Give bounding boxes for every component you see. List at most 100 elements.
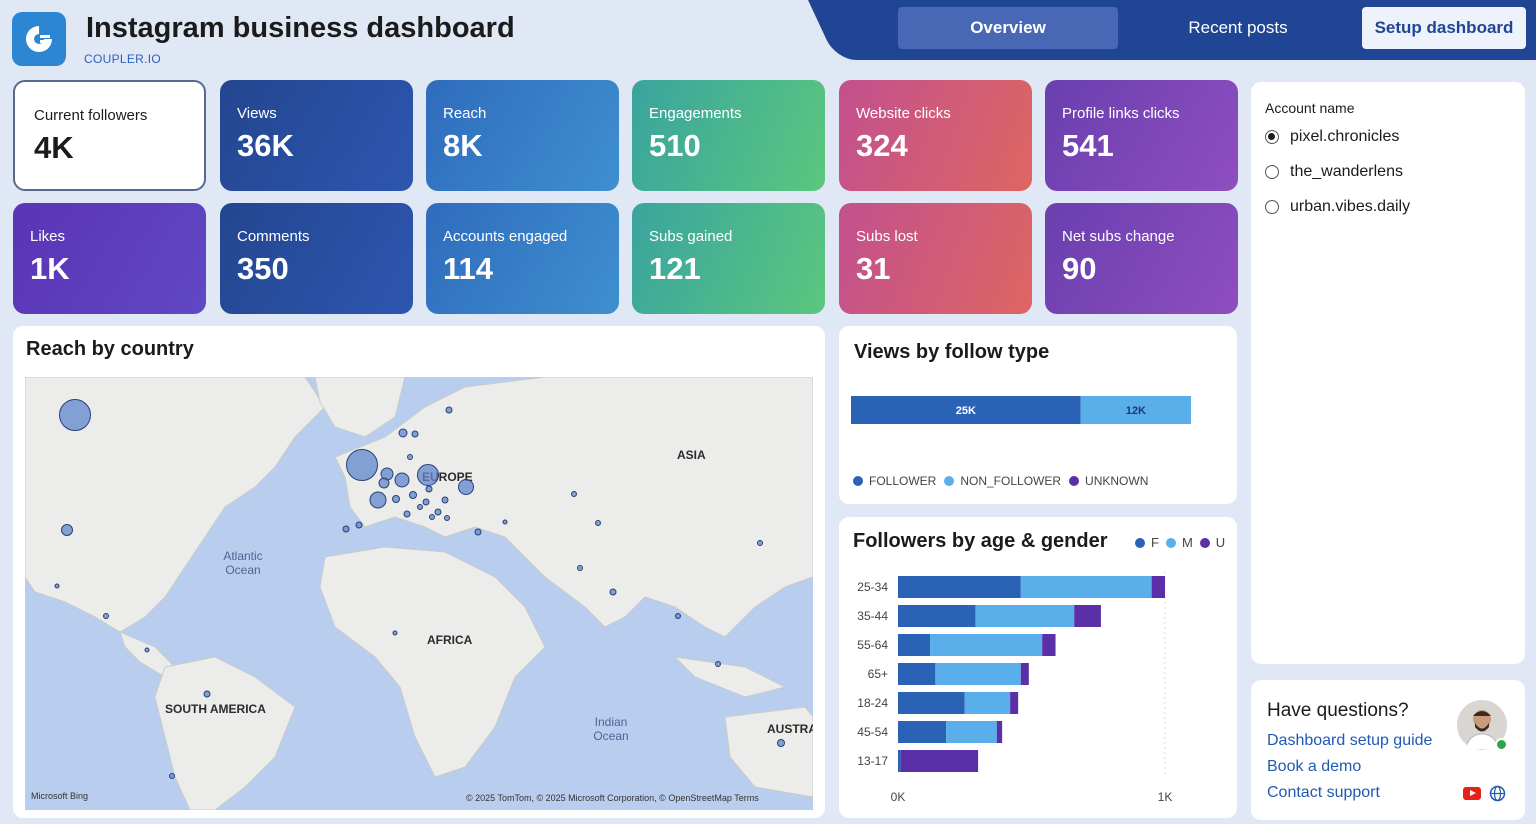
book-demo-link[interactable]: Book a demo	[1267, 758, 1362, 775]
contact-support-link[interactable]: Contact support	[1267, 784, 1380, 801]
bar-u-18-24[interactable]	[1010, 692, 1019, 714]
map-bubble[interactable]	[571, 491, 577, 497]
legend-u: U	[1215, 535, 1226, 550]
bar-f-25-34[interactable]	[898, 576, 1021, 598]
bar-f-55-64[interactable]	[898, 634, 931, 656]
account-option-pixel-chronicles[interactable]: pixel.chronicles	[1265, 128, 1399, 146]
bar-m-55-64[interactable]	[930, 634, 1043, 656]
map-bubble[interactable]	[675, 613, 681, 619]
map-bubble[interactable]	[609, 588, 617, 596]
radio-selected[interactable]	[1265, 130, 1279, 144]
bar-f-65+[interactable]	[898, 663, 936, 685]
globe-icon[interactable]	[1489, 785, 1506, 802]
map-bubble[interactable]	[144, 647, 150, 653]
legend-dot	[1165, 537, 1176, 548]
kpi-value: 8K	[443, 128, 483, 163]
map-bubble[interactable]	[203, 690, 211, 698]
map-bubble[interactable]	[445, 406, 453, 414]
map-bubble[interactable]	[355, 521, 363, 529]
kpi-comments: Comments 350	[220, 203, 413, 314]
legend-f: F	[1151, 535, 1159, 550]
bar-f-35-44[interactable]	[898, 605, 976, 627]
kpi-label: Likes	[30, 228, 66, 245]
bing-brand: Microsoft Bing	[31, 791, 89, 801]
map-bubble[interactable]	[777, 739, 785, 747]
map-bubble[interactable]	[59, 399, 91, 431]
follow-type-chart[interactable]: 25K 12K	[851, 394, 1211, 434]
account-option-the-wanderlens[interactable]: the_wanderlens	[1265, 163, 1403, 181]
map-bubble[interactable]	[346, 449, 378, 481]
map-bubble[interactable]	[409, 491, 417, 499]
map-bubble[interactable]	[342, 525, 350, 533]
map-bubble[interactable]	[369, 491, 387, 509]
map-bubble[interactable]	[429, 514, 435, 520]
tab-recent-posts[interactable]: Recent posts	[1188, 18, 1288, 37]
dashboard-setup-guide-link[interactable]: Dashboard setup guide	[1267, 732, 1433, 749]
bar-m-35-44[interactable]	[975, 605, 1075, 627]
map-bubble[interactable]	[577, 565, 583, 571]
coupler-logo	[12, 12, 66, 66]
world-map[interactable]: ASIA EUROPE AFRICA SOUTH AMERICA AUSTRA …	[25, 377, 813, 810]
radio[interactable]	[1265, 200, 1279, 214]
bar-u-65+[interactable]	[1020, 663, 1029, 685]
tab-overview[interactable]: Overview	[898, 7, 1118, 49]
map-bubble[interactable]	[394, 472, 410, 488]
map-bubble[interactable]	[502, 519, 508, 525]
map-bubble[interactable]	[417, 464, 439, 486]
map-bubble[interactable]	[417, 504, 423, 510]
kpi-label: Subs gained	[649, 228, 733, 245]
legend-dot	[1199, 537, 1210, 548]
map-bubble[interactable]	[392, 495, 400, 503]
bar-u-55-64[interactable]	[1042, 634, 1056, 656]
account-option-urban-vibes-daily[interactable]: urban.vibes.daily	[1265, 198, 1410, 216]
legend-m: M	[1181, 535, 1193, 550]
map-bubble[interactable]	[425, 485, 433, 493]
map-bubble[interactable]	[61, 524, 73, 536]
map-credit[interactable]: © 2025 TomTom, © 2025 Microsoft Corporat…	[466, 793, 759, 803]
map-bubble[interactable]	[392, 630, 398, 636]
bar-m-18-24[interactable]	[964, 692, 1011, 714]
bar-m-45-54[interactable]	[946, 721, 997, 743]
map-bubble[interactable]	[411, 430, 419, 438]
top-navigation: Overview Recent posts Setup dashboard	[862, 0, 1536, 60]
map-bubble[interactable]	[54, 583, 60, 589]
map-bubble[interactable]	[715, 661, 721, 667]
follow-type-legend: FOLLOWER NON_FOLLOWER UNKNOWN	[853, 474, 1148, 488]
map-bubble[interactable]	[441, 496, 449, 504]
map-bubble[interactable]	[169, 773, 175, 779]
account-filter-label: Account name	[1265, 100, 1355, 116]
map-bubble[interactable]	[444, 515, 450, 521]
map-bubble[interactable]	[474, 528, 482, 536]
bar-segment-follower[interactable]	[851, 396, 1081, 424]
bar-u-45-54[interactable]	[996, 721, 1003, 743]
bar-f-45-54[interactable]	[898, 721, 947, 743]
bar-m-25-34[interactable]	[1020, 576, 1152, 598]
map-bubble[interactable]	[422, 498, 430, 506]
youtube-icon[interactable]	[1463, 787, 1481, 800]
map-bubble[interactable]	[434, 508, 442, 516]
bar-u-13-17[interactable]	[900, 750, 979, 772]
bar-u-25-34[interactable]	[1151, 576, 1165, 598]
bar-f-18-24[interactable]	[898, 692, 965, 714]
map-bubble[interactable]	[403, 510, 411, 518]
map-bubble[interactable]	[398, 428, 408, 438]
map-bubble[interactable]	[103, 613, 109, 619]
kpi-profile-links-clicks: Profile links clicks 541	[1045, 80, 1238, 191]
map-bubble[interactable]	[595, 520, 601, 526]
bar-m-65+[interactable]	[935, 663, 1021, 685]
map-bubble[interactable]	[458, 479, 474, 495]
y-tick-label: 55-64	[857, 638, 888, 652]
kpi-net-subs-change: Net subs change 90	[1045, 203, 1238, 314]
bar-segment-non_follower[interactable]	[1080, 396, 1191, 424]
bar-f-13-17[interactable]	[898, 750, 901, 772]
bar-u-35-44[interactable]	[1074, 605, 1101, 627]
map-bubble[interactable]	[378, 477, 390, 489]
map-bubble[interactable]	[407, 454, 413, 460]
map-bubble[interactable]	[757, 540, 763, 546]
legend-dot	[1069, 476, 1080, 486]
x-tick-label: 1K	[1158, 790, 1173, 804]
age-gender-chart[interactable]: 25-34 35-44 55-64 65+ 18-24 45-54 13-17 0K 1K	[839, 572, 1219, 812]
radio[interactable]	[1265, 165, 1279, 179]
setup-dashboard-button[interactable]: Setup dashboard	[1362, 7, 1526, 49]
kpi-value: 90	[1062, 251, 1097, 286]
